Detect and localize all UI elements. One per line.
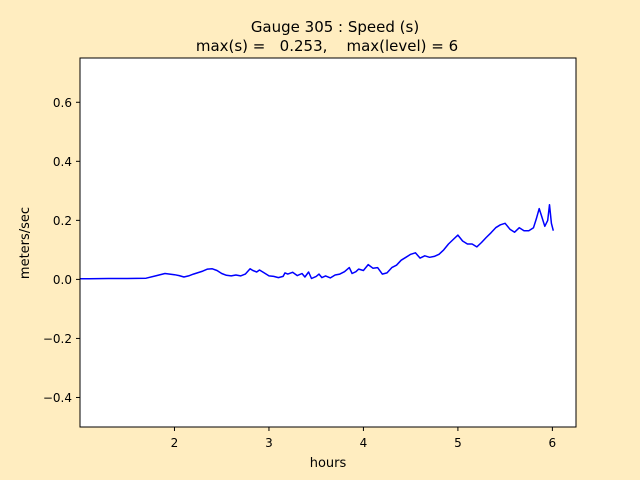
plot-area — [80, 58, 576, 427]
y-tick-label: −0.4 — [43, 391, 72, 405]
speed-series-line — [80, 203, 555, 280]
chart-subtitle: max(s) = 0.253, max(level) = 6 — [196, 37, 458, 55]
x-tick-label: 2 — [171, 436, 179, 450]
x-tick-label: 5 — [454, 436, 462, 450]
y-tick-label: 0.2 — [53, 214, 72, 228]
y-tick-label: 0.6 — [53, 96, 72, 110]
y-tick-label: −0.2 — [43, 332, 72, 346]
x-tick-label: 6 — [549, 436, 557, 450]
y-axis-ticks: −0.4 −0.2 0.0 0.2 0.4 0.6 — [43, 96, 80, 405]
y-tick-label: 0.4 — [53, 155, 72, 169]
x-axis-label: hours — [310, 456, 347, 471]
y-axis-label: meters/sec — [18, 207, 33, 279]
x-tick-label: 3 — [265, 436, 273, 450]
x-tick-label: 4 — [360, 436, 368, 450]
chart-title: Gauge 305 : Speed (s) — [251, 18, 419, 36]
y-tick-label: 0.0 — [53, 273, 72, 287]
plot-frame — [79, 57, 577, 428]
x-axis-ticks: 2 3 4 5 6 — [171, 427, 557, 450]
